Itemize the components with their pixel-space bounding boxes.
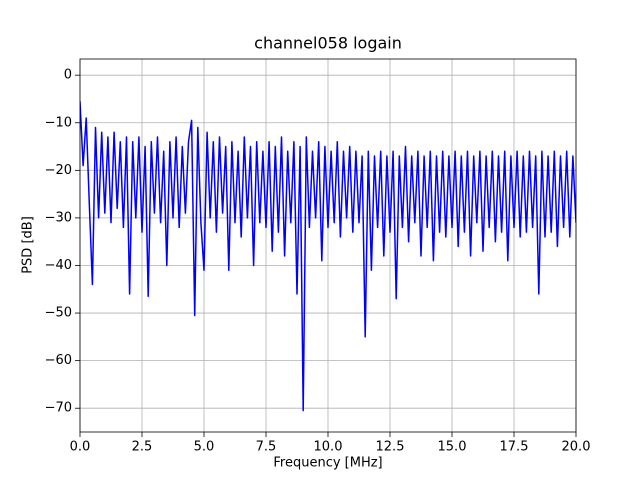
y-tick-label: −70: [45, 401, 72, 416]
x-tick-label: 0.0: [70, 440, 91, 455]
plot-area: [80, 101, 576, 412]
x-tick-label: 7.5: [256, 440, 277, 455]
chart-title: channel058 logain: [254, 34, 402, 53]
y-tick-label: −40: [45, 258, 72, 273]
x-axis-label: Frequency [MHz]: [273, 456, 382, 471]
y-tick-label: 0: [64, 68, 72, 83]
y-tick-label: −10: [45, 115, 72, 130]
x-tick-label: 15.0: [438, 440, 467, 455]
y-axis-label: PSD [dB]: [21, 216, 36, 274]
x-tick-label: 17.5: [500, 440, 529, 455]
series-line: [80, 101, 576, 412]
x-tick-label: 2.5: [132, 440, 153, 455]
y-tick-label: −60: [45, 353, 72, 368]
x-tick-label: 12.5: [376, 440, 405, 455]
y-tick-label: −30: [45, 210, 72, 225]
y-tick-label: −50: [45, 306, 72, 321]
x-tick-label: 10.0: [314, 440, 343, 455]
y-tick-label: −20: [45, 163, 72, 178]
x-tick-label: 20.0: [562, 440, 591, 455]
x-tick-label: 5.0: [194, 440, 215, 455]
